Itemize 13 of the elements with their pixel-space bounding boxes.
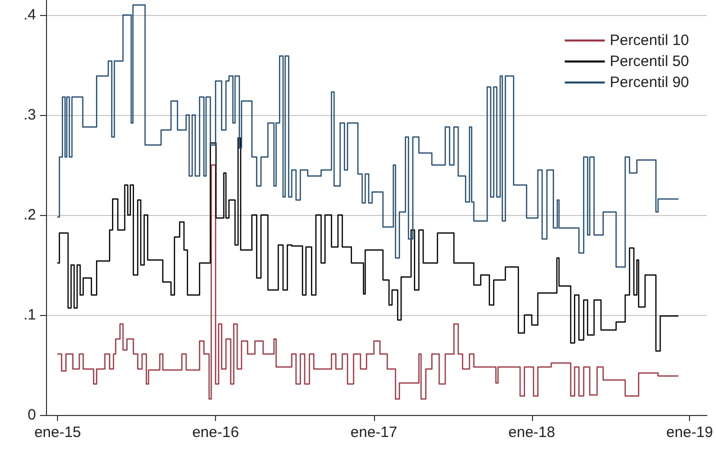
x-tick-label: ene-15	[34, 424, 82, 441]
y-tick-label: .2	[23, 206, 36, 224]
x-tick-label: ene-17	[350, 424, 398, 441]
y-tick-label: .4	[23, 6, 36, 24]
x-tick-label: ene-18	[508, 424, 556, 441]
x-tick-label: ene-19	[666, 424, 714, 441]
legend-label: Percentil 90	[610, 74, 690, 91]
x-tick-label: ene-16	[192, 424, 239, 441]
y-tick-label: .3	[23, 106, 36, 124]
y-tick-label: .1	[23, 306, 36, 324]
legend-label: Percentil 50	[610, 53, 690, 70]
legend-label: Percentil 10	[610, 32, 690, 49]
y-tick-label: 0	[28, 406, 36, 424]
